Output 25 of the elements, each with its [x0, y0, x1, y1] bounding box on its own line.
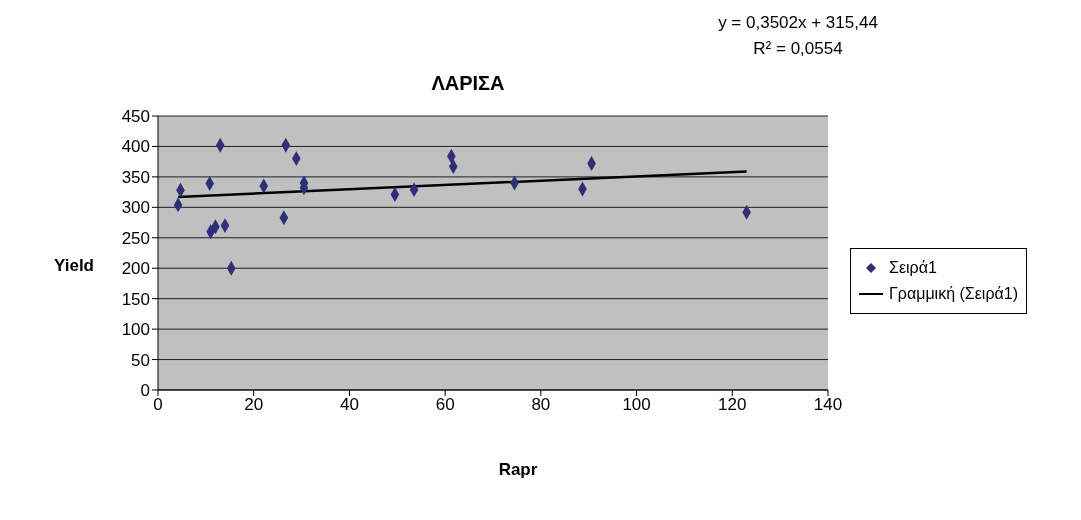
x-tick-label: 120 [718, 395, 747, 415]
y-tick-label: 400 [121, 137, 150, 157]
x-tick-label: 0 [153, 395, 163, 415]
chart-title: ΛΑΡΙΣΑ [430, 72, 506, 95]
x-tick-label: 40 [339, 395, 359, 415]
y-axis-title: Yield [54, 256, 94, 276]
text: R² = 0,0554 [752, 38, 844, 60]
x-tick-label: 80 [531, 395, 551, 415]
x-axis-title: Rapr [497, 460, 539, 480]
y-tick-label: 300 [121, 198, 150, 218]
y-tick-label: 200 [121, 259, 150, 279]
legend-label: Γραμμική (Σειρά1) [889, 284, 1018, 304]
x-tick-label: 20 [244, 395, 264, 415]
x-tick-label: 140 [813, 395, 843, 415]
y-tick-label: 100 [121, 320, 150, 340]
y-tick-label: 150 [121, 289, 150, 309]
y-tick-label: 450 [121, 107, 150, 127]
y-tick-label: 250 [121, 228, 150, 248]
legend-label: Σειρά1 [889, 258, 937, 278]
x-tick-label: 100 [622, 395, 651, 415]
y-tick-label: 50 [131, 350, 150, 370]
y-tick-label: 0 [140, 381, 150, 401]
y-tick-label: 350 [121, 167, 150, 187]
x-tick-label: 60 [435, 395, 455, 415]
text: y = 0,3502x + 315,44 [717, 12, 879, 34]
